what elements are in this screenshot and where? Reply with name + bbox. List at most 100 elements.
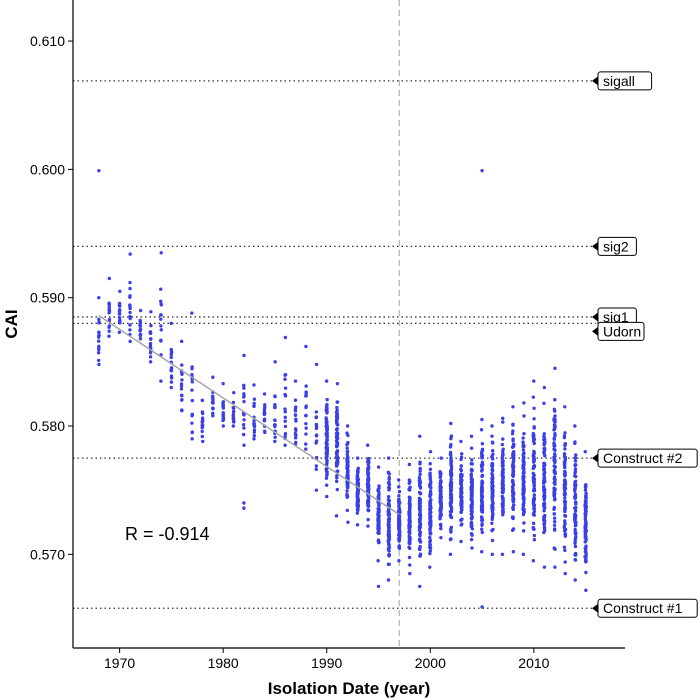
data-point [479,469,484,473]
outlier-point [242,501,246,505]
data-point [408,501,412,505]
data-point [210,400,215,405]
data-point [552,476,557,480]
data-point [553,497,557,501]
trend-line [98,315,400,516]
data-point [459,496,463,500]
data-point [438,508,442,513]
data-point [387,549,391,553]
data-point [242,353,246,358]
reference-label-3: Udorn [603,323,641,339]
data-point [573,441,577,446]
reference-lines [73,80,596,609]
data-point [438,481,443,486]
data-point [428,528,432,532]
data-point [521,502,525,507]
data-point [397,559,401,563]
data-point [449,461,453,465]
data-point [428,500,432,504]
data-point [356,477,361,482]
data-point [252,430,257,434]
data-point [573,558,578,562]
data-point [262,392,267,396]
data-point [355,511,360,515]
data-point [459,480,463,484]
data-point [387,536,391,541]
data-point [480,465,484,469]
data-point [532,379,536,383]
data-point [490,424,494,428]
data-point [428,489,433,493]
data-point [397,518,402,523]
data-point [460,452,464,456]
data-point [542,519,547,523]
data-point [355,456,360,460]
data-point [211,414,215,418]
data-point [542,434,546,439]
data-point [522,467,526,471]
data-point [562,545,567,549]
data-point [325,446,329,450]
data-point [221,415,225,420]
data-point [408,496,412,500]
data-point [563,447,567,451]
data-point [521,487,526,491]
data-point [584,503,588,507]
data-point [511,468,515,472]
data-point [314,433,319,437]
data-point [345,489,349,493]
data-point [439,504,443,509]
data-point [96,351,101,355]
data-point [562,454,567,458]
data-point [418,472,422,477]
data-point [573,474,577,478]
data-point [128,328,132,332]
data-point [345,495,350,499]
data-point [428,503,432,508]
data-point [532,513,536,517]
data-point [511,490,516,495]
reference-label-box [597,598,698,618]
data-point [500,457,505,462]
data-point [242,418,246,422]
data-point [428,477,433,481]
data-point [345,449,350,454]
data-point [542,526,547,531]
data-point [553,409,557,413]
data-point [460,507,464,512]
data-point [522,507,526,512]
data-point [429,492,433,497]
data-point [542,501,547,505]
data-point [325,409,329,414]
data-point [511,452,515,456]
data-point [335,487,339,492]
data-point [573,521,578,525]
data-point [532,441,536,446]
data-point [532,509,537,514]
data-point [542,446,546,451]
data-point [573,517,577,521]
data-point [480,454,484,458]
data-point [542,449,546,454]
data-point [480,509,484,514]
data-point [190,366,194,371]
data-point [283,386,288,390]
data-point [232,390,236,395]
data-point [573,527,577,532]
data-point [345,424,350,428]
data-point [283,432,288,436]
data-point [190,388,194,392]
data-point [542,432,546,436]
data-point [479,499,484,503]
data-point [552,426,557,431]
data-point [553,423,557,428]
data-point [231,409,236,414]
data-point [117,315,122,320]
data-point [345,485,350,489]
data-point [501,437,505,441]
data-point [562,435,567,440]
data-point [408,563,412,567]
data-point [397,537,401,541]
data-point [574,453,578,457]
data-point [438,473,443,477]
